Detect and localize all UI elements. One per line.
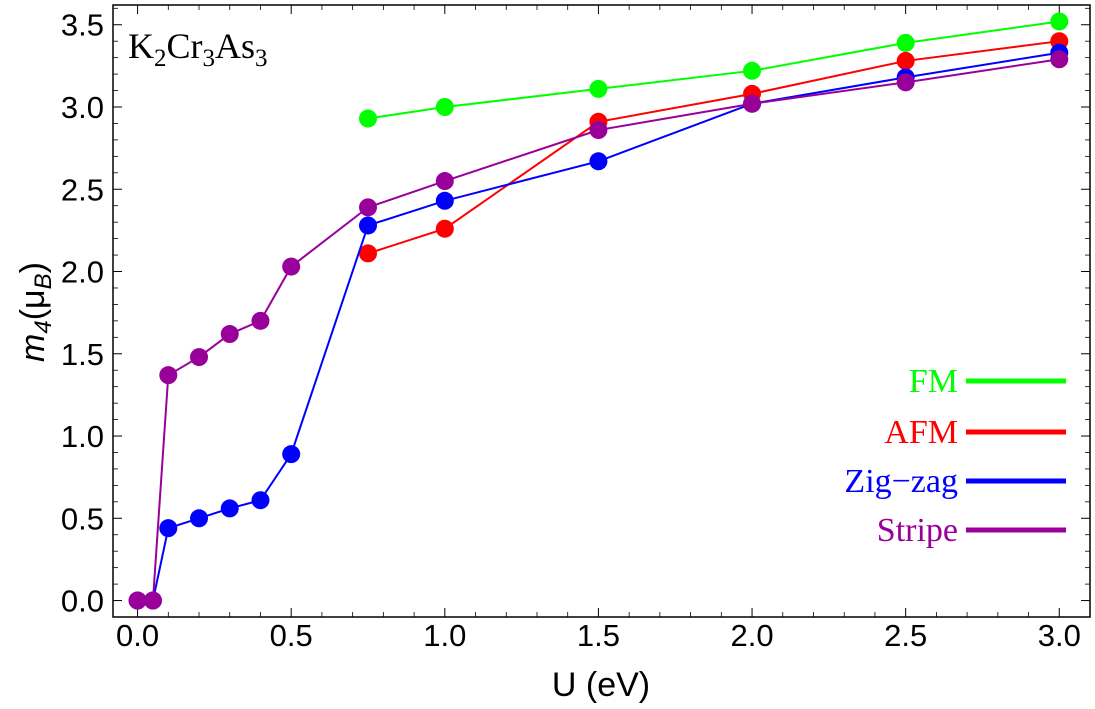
title-part-as: As — [215, 26, 255, 66]
plot-frame — [112, 4, 1091, 618]
series-line-afm — [367, 40, 1060, 255]
data-point-zig-zag — [589, 152, 608, 171]
data-point-fm — [743, 61, 762, 80]
data-point-zig-zag — [435, 191, 454, 210]
data-point-zig-zag — [251, 491, 270, 510]
legend-item-fm: FM — [909, 363, 1066, 400]
series-layer — [128, 12, 1069, 610]
x-tick-label: 2.0 — [730, 618, 773, 653]
data-point-afm — [435, 219, 454, 238]
y-title-close: ) — [14, 262, 52, 273]
data-point-afm — [896, 51, 915, 70]
data-point-zig-zag — [220, 499, 239, 518]
y-title-open: (μ — [14, 289, 52, 320]
data-point-stripe — [359, 198, 378, 217]
legend-label-stripe: Stripe — [877, 512, 958, 549]
data-point-stripe — [190, 348, 209, 367]
legend-label-afm: AFM — [884, 414, 958, 451]
data-point-stripe — [251, 311, 270, 330]
legend-label-zig-zag: Zig−zag — [844, 463, 958, 500]
title-sub-2: 2 — [154, 45, 167, 72]
x-tick-label: 1.0 — [423, 618, 466, 653]
data-point-zig-zag — [159, 519, 178, 538]
data-point-zig-zag — [190, 509, 209, 528]
data-point-stripe — [435, 172, 454, 191]
axis-ticks — [113, 5, 1090, 617]
y-axis-title: m4(μB) — [14, 262, 57, 362]
title-part-k: K — [128, 26, 154, 66]
series-fm — [359, 12, 1069, 128]
data-point-stripe — [1050, 50, 1069, 69]
y-tick-label: 3.0 — [61, 90, 104, 125]
title-part-cr: Cr — [167, 26, 203, 66]
data-point-fm — [435, 98, 454, 116]
y-title-m: m — [14, 334, 52, 362]
data-point-stripe — [128, 591, 147, 610]
data-point-stripe — [282, 257, 301, 276]
y-title-sub-b: B — [30, 273, 57, 289]
chart-title: K2Cr3As3 — [128, 26, 268, 72]
y-tick-label: 0.5 — [61, 501, 104, 536]
legend: FM AFM Zig−zag Stripe — [844, 363, 1066, 549]
y-tick-label: 2.0 — [61, 255, 104, 290]
data-point-stripe — [220, 325, 239, 344]
legend-item-zig-zag: Zig−zag — [844, 463, 1066, 500]
x-tick-label: 3.0 — [1038, 618, 1081, 653]
data-point-fm — [1050, 12, 1069, 31]
tick-labels: 0.0 0.5 1.0 1.5 2.0 2.5 3.0 0.0 0.5 1.0 1.5 2.0 2.5 3… — [61, 8, 1081, 653]
title-sub-3a: 3 — [203, 45, 216, 72]
legend-item-stripe: Stripe — [877, 512, 1066, 549]
data-point-zig-zag — [359, 216, 378, 235]
y-tick-label: 0.0 — [61, 584, 104, 619]
x-tick-label: 0.0 — [116, 618, 159, 653]
x-axis-title: U (eV) — [552, 666, 650, 704]
data-point-zig-zag — [282, 445, 301, 464]
data-point-stripe — [159, 366, 178, 385]
series-afm — [359, 32, 1069, 263]
y-tick-label: 1.5 — [61, 337, 104, 372]
data-point-fm — [589, 79, 608, 98]
y-tick-label: 3.5 — [61, 8, 104, 43]
data-point-stripe — [143, 591, 162, 610]
data-point-stripe — [589, 121, 608, 140]
legend-item-afm: AFM — [884, 414, 1066, 451]
x-tick-label: 0.5 — [270, 618, 313, 653]
x-tick-label: 2.5 — [884, 618, 927, 653]
series-stripe — [128, 50, 1069, 610]
data-point-fm — [359, 109, 378, 128]
data-point-stripe — [743, 94, 762, 113]
data-point-afm — [359, 244, 378, 263]
series-line-fm — [367, 20, 1060, 120]
y-tick-label: 1.0 — [61, 419, 104, 454]
x-tick-label: 1.5 — [577, 618, 620, 653]
title-sub-3b: 3 — [255, 45, 268, 72]
y-tick-label: 2.5 — [61, 172, 104, 207]
data-point-fm — [896, 33, 915, 52]
data-point-stripe — [896, 73, 915, 92]
legend-label-fm: FM — [909, 363, 958, 400]
y-title-sub-4: 4 — [30, 320, 57, 333]
